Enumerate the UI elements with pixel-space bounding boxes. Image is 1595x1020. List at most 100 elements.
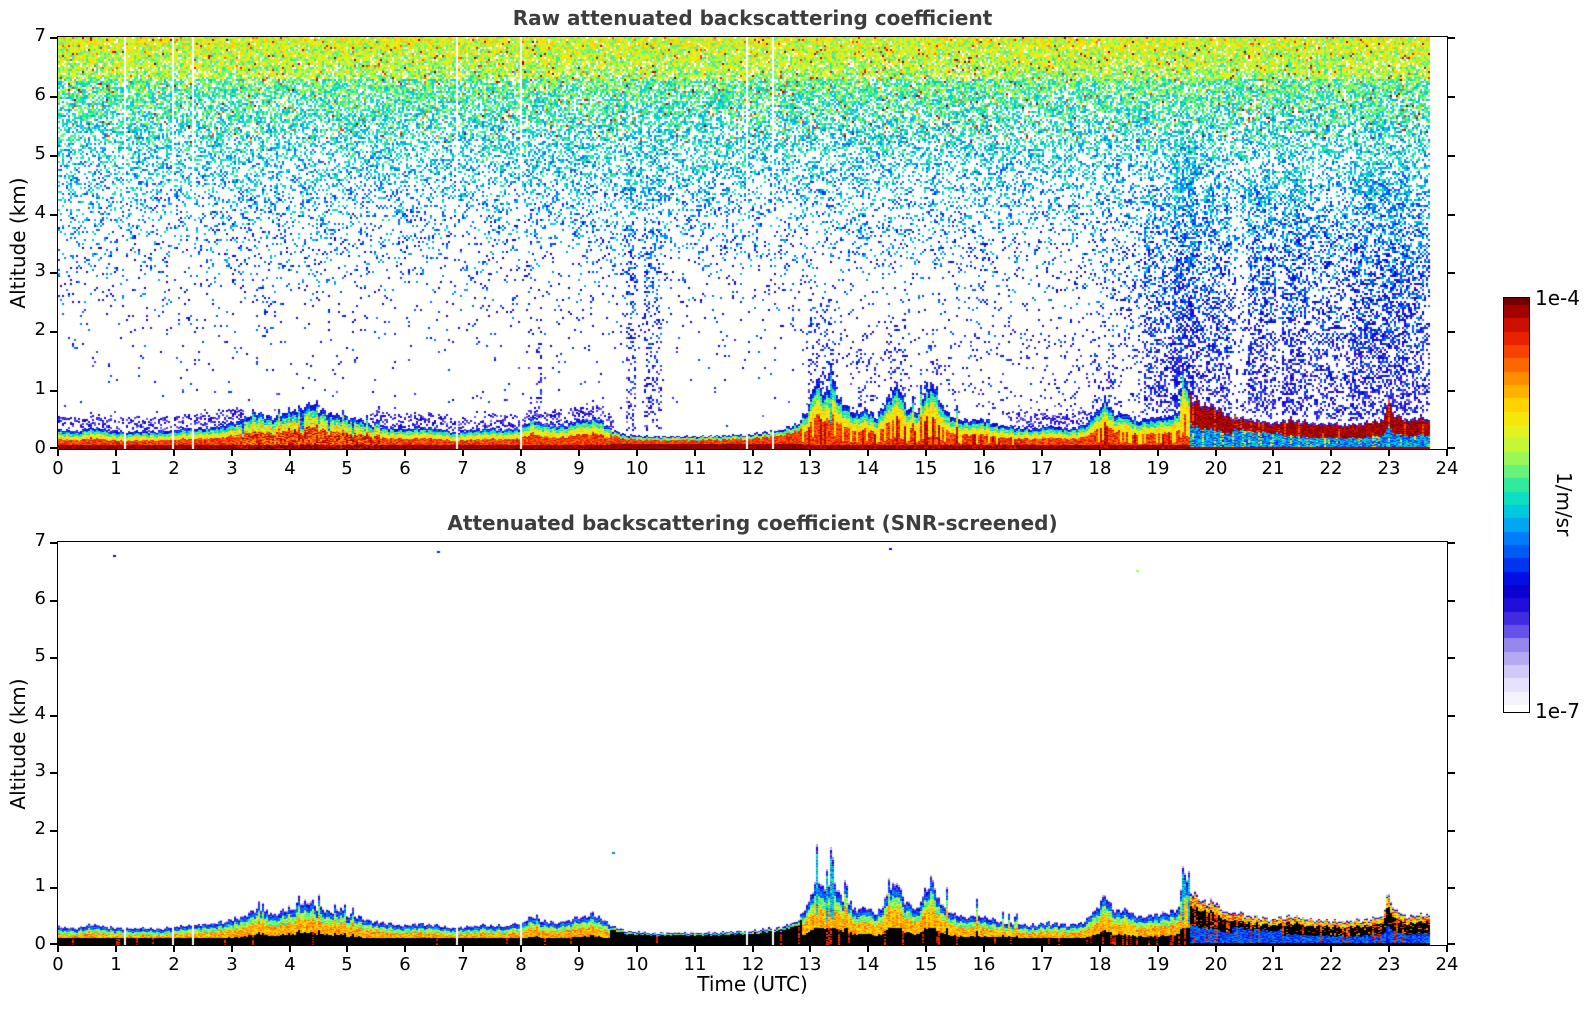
x-tick-mark bbox=[289, 449, 291, 456]
colorbar-min-label: 1e-7 bbox=[1535, 699, 1580, 723]
x-tick-mark bbox=[1099, 449, 1101, 456]
x-tick-mark bbox=[636, 449, 638, 456]
x-tick-mark bbox=[346, 449, 348, 456]
y-tick-label: 2 bbox=[34, 818, 46, 839]
x-tick-label: 15 bbox=[914, 954, 938, 975]
y-tick-mark-right bbox=[1448, 887, 1455, 889]
x-tick-label: 6 bbox=[399, 954, 411, 975]
y-tick-label: 4 bbox=[34, 202, 46, 223]
x-tick-mark bbox=[1446, 449, 1448, 456]
y-tick-label: 4 bbox=[34, 703, 46, 724]
y-tick-mark-right bbox=[1448, 657, 1455, 659]
x-tick-label: 13 bbox=[798, 458, 822, 479]
x-tick-mark bbox=[1330, 945, 1332, 952]
x-tick-mark bbox=[1041, 945, 1043, 952]
y-tick-mark-left bbox=[50, 37, 57, 39]
x-tick-mark bbox=[867, 449, 869, 456]
colorbar-canvas bbox=[1504, 298, 1529, 712]
x-tick-label: 21 bbox=[1261, 954, 1285, 975]
x-tick-label: 18 bbox=[1088, 458, 1112, 479]
y-tick-mark-left bbox=[50, 542, 57, 544]
y-tick-label: 6 bbox=[34, 84, 46, 105]
x-tick-label: 9 bbox=[573, 458, 585, 479]
x-tick-mark bbox=[983, 449, 985, 456]
x-tick-label: 7 bbox=[457, 954, 469, 975]
x-tick-mark bbox=[809, 449, 811, 456]
x-tick-mark bbox=[289, 945, 291, 952]
panel-title-screened: Attenuated backscattering coefficient (S… bbox=[447, 511, 1058, 535]
colorbar bbox=[1503, 297, 1530, 713]
x-tick-label: 17 bbox=[1030, 458, 1054, 479]
y-tick-mark-left bbox=[50, 390, 57, 392]
x-tick-label: 23 bbox=[1377, 458, 1401, 479]
x-tick-mark bbox=[231, 449, 233, 456]
y-tick-mark-left bbox=[50, 830, 57, 832]
x-tick-mark bbox=[1272, 945, 1274, 952]
y-tick-mark-left bbox=[50, 657, 57, 659]
x-tick-mark bbox=[578, 449, 580, 456]
x-tick-mark bbox=[462, 449, 464, 456]
x-tick-label: 22 bbox=[1319, 954, 1343, 975]
x-tick-mark bbox=[1157, 945, 1159, 952]
y-tick-label: 5 bbox=[34, 645, 46, 666]
x-tick-label: 8 bbox=[515, 954, 527, 975]
x-tick-label: 13 bbox=[798, 954, 822, 975]
heatmap-canvas-screened bbox=[58, 542, 1447, 945]
x-tick-mark bbox=[231, 945, 233, 952]
y-tick-mark-right bbox=[1448, 214, 1455, 216]
x-tick-label: 11 bbox=[683, 458, 707, 479]
x-tick-mark bbox=[694, 449, 696, 456]
x-tick-mark bbox=[115, 449, 117, 456]
y-tick-mark-left bbox=[50, 96, 57, 98]
x-tick-mark bbox=[404, 945, 406, 952]
x-tick-mark bbox=[636, 945, 638, 952]
x-tick-label: 17 bbox=[1030, 954, 1054, 975]
y-tick-mark-right bbox=[1448, 37, 1455, 39]
x-tick-label: 0 bbox=[52, 458, 64, 479]
x-tick-label: 14 bbox=[856, 458, 880, 479]
x-tick-label: 9 bbox=[573, 954, 585, 975]
x-tick-mark bbox=[173, 945, 175, 952]
x-tick-label: 19 bbox=[1146, 954, 1170, 975]
x-tick-label: 16 bbox=[972, 954, 996, 975]
x-tick-mark bbox=[752, 449, 754, 456]
y-tick-mark-left bbox=[50, 155, 57, 157]
y-tick-label: 6 bbox=[34, 588, 46, 609]
x-tick-mark bbox=[809, 945, 811, 952]
x-tick-mark bbox=[1215, 945, 1217, 952]
y-tick-mark-right bbox=[1448, 542, 1455, 544]
x-tick-mark bbox=[752, 945, 754, 952]
y-tick-mark-right bbox=[1448, 155, 1455, 157]
x-tick-label: 19 bbox=[1146, 458, 1170, 479]
x-tick-mark bbox=[1388, 945, 1390, 952]
y-tick-mark-right bbox=[1448, 943, 1455, 945]
x-tick-label: 10 bbox=[625, 954, 649, 975]
heatmap-canvas-raw bbox=[58, 37, 1447, 449]
x-tick-mark bbox=[57, 945, 59, 952]
x-tick-mark bbox=[925, 945, 927, 952]
y-tick-mark-left bbox=[50, 272, 57, 274]
x-tick-mark bbox=[404, 449, 406, 456]
x-tick-mark bbox=[462, 945, 464, 952]
panel-raw: Raw attenuated backscattering coefficien… bbox=[6, 6, 1458, 479]
x-tick-label: 7 bbox=[457, 458, 469, 479]
x-tick-label: 18 bbox=[1088, 954, 1112, 975]
y-tick-mark-left bbox=[50, 772, 57, 774]
y-tick-label: 1 bbox=[34, 378, 46, 399]
y-tick-mark-left bbox=[50, 715, 57, 717]
y-tick-label: 3 bbox=[34, 260, 46, 281]
y-tick-label: 0 bbox=[34, 437, 46, 458]
x-tick-label: 21 bbox=[1261, 458, 1285, 479]
y-tick-mark-right bbox=[1448, 715, 1455, 717]
x-tick-mark bbox=[694, 945, 696, 952]
x-tick-mark bbox=[1272, 449, 1274, 456]
x-tick-label: 8 bbox=[515, 458, 527, 479]
x-tick-mark bbox=[346, 945, 348, 952]
y-tick-label: 2 bbox=[34, 319, 46, 340]
x-tick-mark bbox=[520, 449, 522, 456]
x-tick-label: 4 bbox=[284, 954, 296, 975]
y-tick-mark-right bbox=[1448, 390, 1455, 392]
x-tick-mark bbox=[867, 945, 869, 952]
x-tick-mark bbox=[1215, 449, 1217, 456]
